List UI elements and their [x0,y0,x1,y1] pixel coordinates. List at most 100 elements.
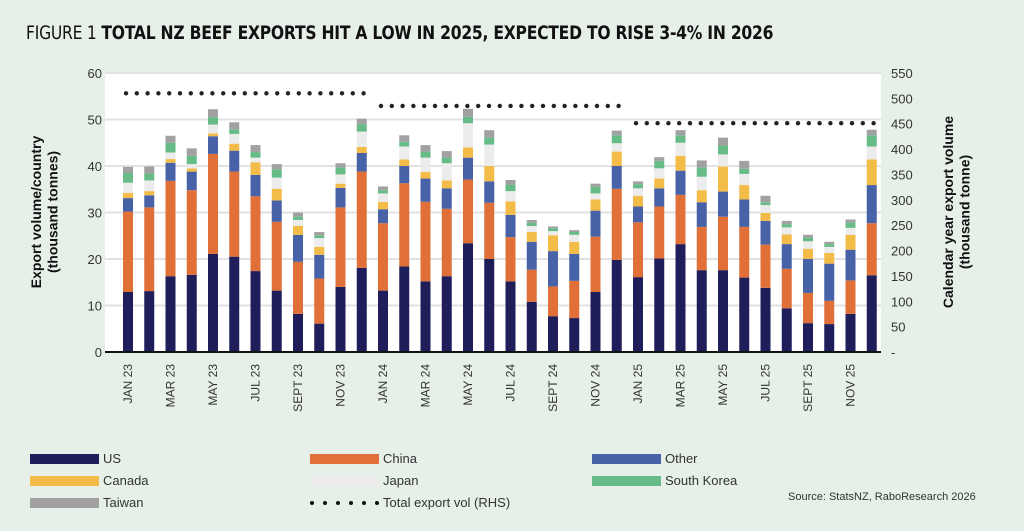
bar-segment-taiwan [866,129,877,136]
bar-segment-canada [505,201,516,215]
legend-swatch [310,453,379,464]
bar-segment-taiwan [463,108,473,117]
y-tick-label: 10 [88,299,102,314]
bar-segment-china [378,223,388,291]
bar-stack [803,234,813,352]
bar-segment-us [229,256,240,352]
bar-stack [654,157,665,352]
y-tick-label: 30 [88,206,102,221]
bar-segment-taiwan [250,145,261,153]
bar-segment-taiwan [378,186,388,191]
bar-segment-south-korea [548,228,558,232]
total-export-dot-2025 [633,121,639,126]
bar-segment-other [378,209,388,224]
bar-segment-us [250,271,261,352]
total-export-dot-2023 [123,91,129,96]
bar-segment-taiwan [718,137,728,146]
bar-segment-other [781,244,792,269]
bar-segment-japan [186,164,197,169]
total-export-dot-2023 [285,91,291,96]
bar-segment-china [696,226,707,271]
bar-segment-taiwan [739,160,750,169]
bar-segment-other [548,251,558,287]
bar-segment-canada [718,166,728,192]
total-export-dot-2024 [389,103,394,109]
bar-segment-japan [675,142,686,156]
bar-segment-south-korea [654,160,665,169]
bar-segment-canada [463,147,473,158]
total-export-dot-2025 [839,121,844,126]
bar-segment-canada [441,180,452,189]
bar-segment-south-korea [803,237,813,242]
bar-segment-south-korea [463,116,473,124]
legend-label: Canada [103,473,149,488]
legend-item-china: China [310,451,417,466]
total-export-dot-2025 [644,121,649,126]
x-tick-label: JUL 24 [504,364,518,402]
bar-segment-china [781,268,792,309]
bar-segment-japan [845,227,856,235]
bar-segment-japan [229,133,240,144]
x-tick-label: NOV 24 [589,364,603,407]
bar-segment-china [208,153,218,254]
bar-segment-canada [590,199,601,211]
legend: US China Other Canada Japan South Korea Taiwan… [0,445,1024,525]
bar-segment-other [399,166,410,184]
bar-stack [356,118,367,352]
bar-segment-south-korea [845,222,856,228]
bar-segment-south-korea [314,235,325,239]
bar-segment-us [441,276,452,352]
total-export-dot-2024 [422,103,427,109]
bar-stack [229,122,240,352]
bar-segment-us [271,290,282,352]
bar-segment-other [208,136,218,154]
bar-segment-other [845,249,856,281]
bar-segment-japan [335,174,346,184]
bar-segment-japan [526,225,537,233]
bar-segment-other [526,241,537,270]
bar-segment-south-korea [484,137,495,145]
total-export-dot-2023 [350,91,355,96]
y-tick-label: 40 [88,159,102,174]
y-tick-label: 50 [88,113,102,128]
bar-stack [548,226,558,352]
bar-segment-taiwan [123,166,133,173]
bar-segment-japan [123,182,133,193]
bar-segment-taiwan [335,163,346,168]
left-axis-ticks: 0 10 20 30 40 50 60 [88,66,102,360]
bar-segment-japan [760,205,771,213]
legend-swatch [592,453,661,464]
y-tick-label: 0 [95,345,102,360]
bar-segment-other [314,254,325,279]
bar-segment-canada [633,195,643,207]
bar-segment-japan [484,144,495,166]
legend-item-japan: Japan [310,473,418,488]
x-tick-label: SEPT 23 [291,364,305,412]
bar-segment-china [441,208,452,277]
bar-segment-japan [781,227,792,235]
total-export-dot-2024 [562,103,567,109]
bar-segment-south-korea [633,184,643,189]
bar-segment-taiwan [696,160,707,168]
bar-segment-taiwan [271,164,282,170]
legend-dot [349,500,353,505]
bar-segment-other [696,202,707,227]
bar-segment-south-korea [675,135,686,143]
legend-swatch [30,475,99,486]
total-export-dot-2023 [307,91,312,96]
bar-segment-china [165,180,176,277]
bar-segment-canada [314,246,325,255]
bar-stack [399,135,410,352]
x-tick-label: JAN 23 [121,364,135,404]
bar-segment-canada [675,155,686,171]
bar-segment-other [654,188,665,207]
total-export-dot-2025 [785,121,790,126]
bar-segment-china [505,237,516,282]
y2-tick-label: 350 [891,167,913,182]
bar-segment-taiwan [824,241,835,245]
bar-segment-other [250,174,261,197]
bar-segment-us [781,308,792,352]
y2-tick-label: 450 [891,117,913,132]
bar-segment-other [739,199,750,227]
bar-segment-us [803,323,813,352]
